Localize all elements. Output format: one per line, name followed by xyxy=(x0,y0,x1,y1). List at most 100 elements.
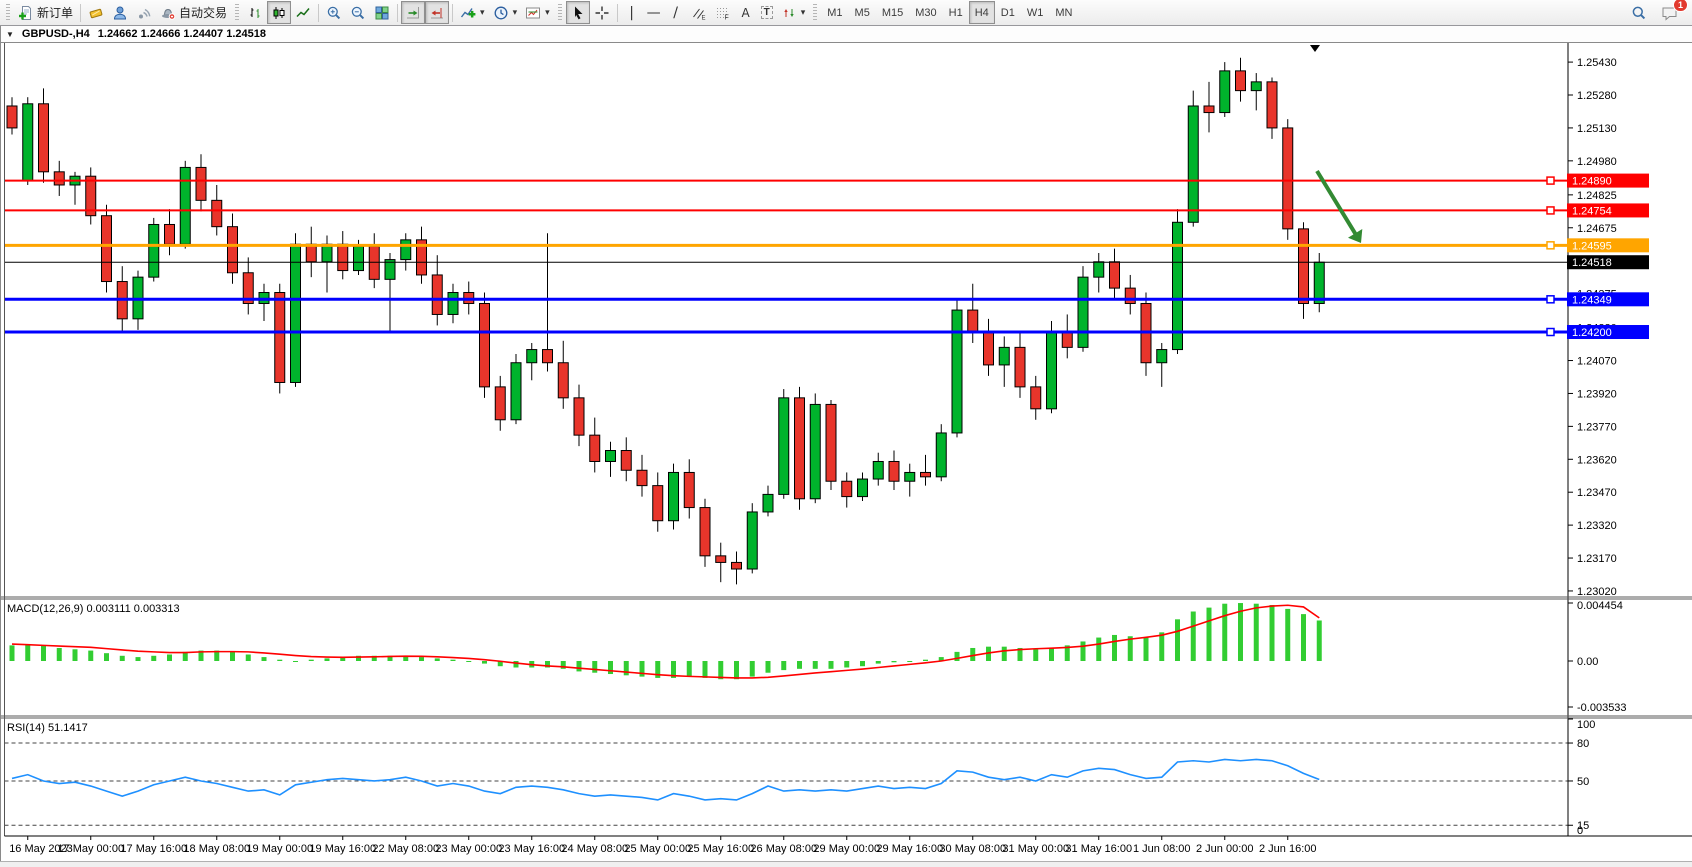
support-button[interactable] xyxy=(108,1,132,24)
tile-windows-button[interactable] xyxy=(370,1,394,24)
svg-text:1.23020: 1.23020 xyxy=(1577,586,1617,598)
templates-button[interactable]: ▾ xyxy=(521,1,554,24)
rsi-label: RSI(14) 51.1417 xyxy=(7,722,88,734)
svg-text:1.23770: 1.23770 xyxy=(1577,421,1617,433)
price-axis: 1.25430 1.25280 1.25130 1.24980 1.24825 1.246… xyxy=(1567,57,1649,837)
svg-text:1 Jun 08:00: 1 Jun 08:00 xyxy=(1133,843,1191,855)
timeframe-W1[interactable]: W1 xyxy=(1026,6,1044,19)
svg-text:29 May 16:00: 29 May 16:00 xyxy=(876,843,943,855)
svg-text:18 May 08:00: 18 May 08:00 xyxy=(183,843,250,855)
zoom-out-button[interactable] xyxy=(346,1,370,24)
toolbar-separator xyxy=(616,3,618,22)
toolbar-grip[interactable] xyxy=(557,3,562,22)
svg-text:1.24980: 1.24980 xyxy=(1577,156,1617,168)
notification-badge: 1 xyxy=(1672,0,1688,12)
rsi-pane: RSI(14) 51.1417 xyxy=(4,722,1568,826)
chevron-down-icon: ▾ xyxy=(512,7,518,17)
autotrading-label: 自动交易 xyxy=(179,6,228,20)
svg-text:1.25280: 1.25280 xyxy=(1577,90,1617,102)
chart-shift-icon xyxy=(431,7,444,18)
chart-shift-button[interactable] xyxy=(425,1,450,24)
trendline-tool-button[interactable]: / xyxy=(665,1,687,24)
new-order-icon xyxy=(19,5,31,20)
fibonacci-tool-button[interactable]: F xyxy=(711,1,735,24)
bar-chart-button[interactable] xyxy=(243,1,267,24)
svg-text:1.23170: 1.23170 xyxy=(1577,553,1617,565)
chart-ohlc-values: 1.24662 1.24666 1.24407 1.24518 xyxy=(97,28,266,40)
toolbar-right-group: 1 xyxy=(1627,0,1690,24)
timeframe-H4[interactable]: H4 xyxy=(968,1,995,24)
svg-text:17 May 00:00: 17 May 00:00 xyxy=(57,843,124,855)
svg-text:1.25130: 1.25130 xyxy=(1577,123,1617,135)
crosshair-tool-button[interactable] xyxy=(590,1,614,24)
svg-text:1.25430: 1.25430 xyxy=(1577,57,1617,69)
svg-text:19 May 00:00: 19 May 00:00 xyxy=(246,843,313,855)
search-button[interactable] xyxy=(1627,1,1651,24)
svg-text:1.24754: 1.24754 xyxy=(1572,205,1612,217)
zoom-in-button[interactable] xyxy=(322,1,346,24)
horizontal-line-icon: — xyxy=(646,4,661,21)
deposit-button[interactable] xyxy=(84,1,108,24)
svg-text:1.24675: 1.24675 xyxy=(1577,223,1617,235)
text-label-tool-button[interactable]: T xyxy=(757,1,777,24)
svg-text:25 May 16:00: 25 May 16:00 xyxy=(687,843,754,855)
arrows-tool-button[interactable]: ▾ xyxy=(777,1,810,24)
indicators-button[interactable]: ▾ xyxy=(456,1,489,24)
line-chart-button[interactable] xyxy=(291,1,315,24)
vertical-line-icon: | xyxy=(629,4,634,21)
chart-collapse-icon[interactable]: ▼ xyxy=(6,29,14,39)
svg-text:0: 0 xyxy=(1577,825,1583,837)
indicators-icon xyxy=(460,7,476,17)
timeframe-MN[interactable]: MN xyxy=(1055,6,1073,19)
svg-text:80: 80 xyxy=(1577,738,1589,750)
timeframe-M30[interactable]: M30 xyxy=(915,6,937,19)
ohlc-bars-icon xyxy=(250,7,260,18)
status-bar xyxy=(0,861,1692,867)
toolbar-separator xyxy=(452,3,454,22)
signals-button[interactable] xyxy=(132,1,156,24)
svg-text:16 May 2023: 16 May 2023 xyxy=(9,843,73,855)
channel-tool-button[interactable]: E xyxy=(687,1,711,24)
crosshair-icon xyxy=(595,6,609,19)
svg-text:0.004454: 0.004454 xyxy=(1577,600,1623,612)
autotrading-icon xyxy=(162,8,176,20)
svg-text:17 May 16:00: 17 May 16:00 xyxy=(120,843,187,855)
timeframe-toolbar: M1 M5 M15 M30 H1 H4 D1 W1 MN xyxy=(821,1,1078,24)
timeframe-M5[interactable]: M5 xyxy=(854,6,870,19)
toolbar-separator xyxy=(318,3,320,22)
vertical-line-tool-button[interactable]: | xyxy=(621,1,643,24)
autotrading-button[interactable]: 自动交易 xyxy=(156,1,231,24)
svg-text:1.23470: 1.23470 xyxy=(1577,487,1617,499)
price-chart-canvas[interactable]: MACD(12,26,9) 0.003111 0.003313 RSI(14) 5… xyxy=(1,43,1692,861)
notifications-button[interactable]: 1 xyxy=(1657,0,1688,24)
svg-text:23 May 00:00: 23 May 00:00 xyxy=(435,843,502,855)
candlestick-chart-button[interactable] xyxy=(267,1,292,24)
svg-text:E: E xyxy=(701,15,705,21)
cursor-tool-button[interactable] xyxy=(565,1,590,24)
autoscroll-button[interactable] xyxy=(401,1,426,24)
timeframe-H1[interactable]: H1 xyxy=(948,6,963,19)
chart-symbol-title: GBPUSD-,H4 xyxy=(21,28,90,40)
new-order-label: 新订单 xyxy=(37,6,74,20)
toolbar-grip[interactable] xyxy=(813,3,818,22)
autoscroll-icon xyxy=(407,6,420,18)
horizontal-level-lines xyxy=(4,176,1567,337)
fibonacci-icon: F xyxy=(716,7,729,21)
periods-button[interactable]: ▾ xyxy=(489,1,522,24)
timeframe-M1[interactable]: M1 xyxy=(827,6,843,19)
svg-text:1.24200: 1.24200 xyxy=(1572,327,1612,339)
main-toolbar: 新订单 自动交易 xyxy=(0,0,1692,26)
candlestick-icon xyxy=(273,6,285,19)
svg-text:1.24890: 1.24890 xyxy=(1572,176,1612,188)
toolbar-grip[interactable] xyxy=(6,3,10,22)
text-label-icon: T xyxy=(760,6,773,19)
timeframe-D1[interactable]: D1 xyxy=(1000,6,1015,19)
toolbar-grip[interactable] xyxy=(235,3,240,22)
new-order-button[interactable]: 新订单 xyxy=(14,1,77,24)
chart-shift-marker xyxy=(1310,45,1320,52)
search-icon xyxy=(1632,6,1646,19)
text-tool-button[interactable]: A xyxy=(735,1,757,24)
timeframe-M15[interactable]: M15 xyxy=(881,6,904,19)
horizontal-line-tool-button[interactable]: — xyxy=(643,1,665,24)
svg-text:1.24518: 1.24518 xyxy=(1572,257,1612,269)
